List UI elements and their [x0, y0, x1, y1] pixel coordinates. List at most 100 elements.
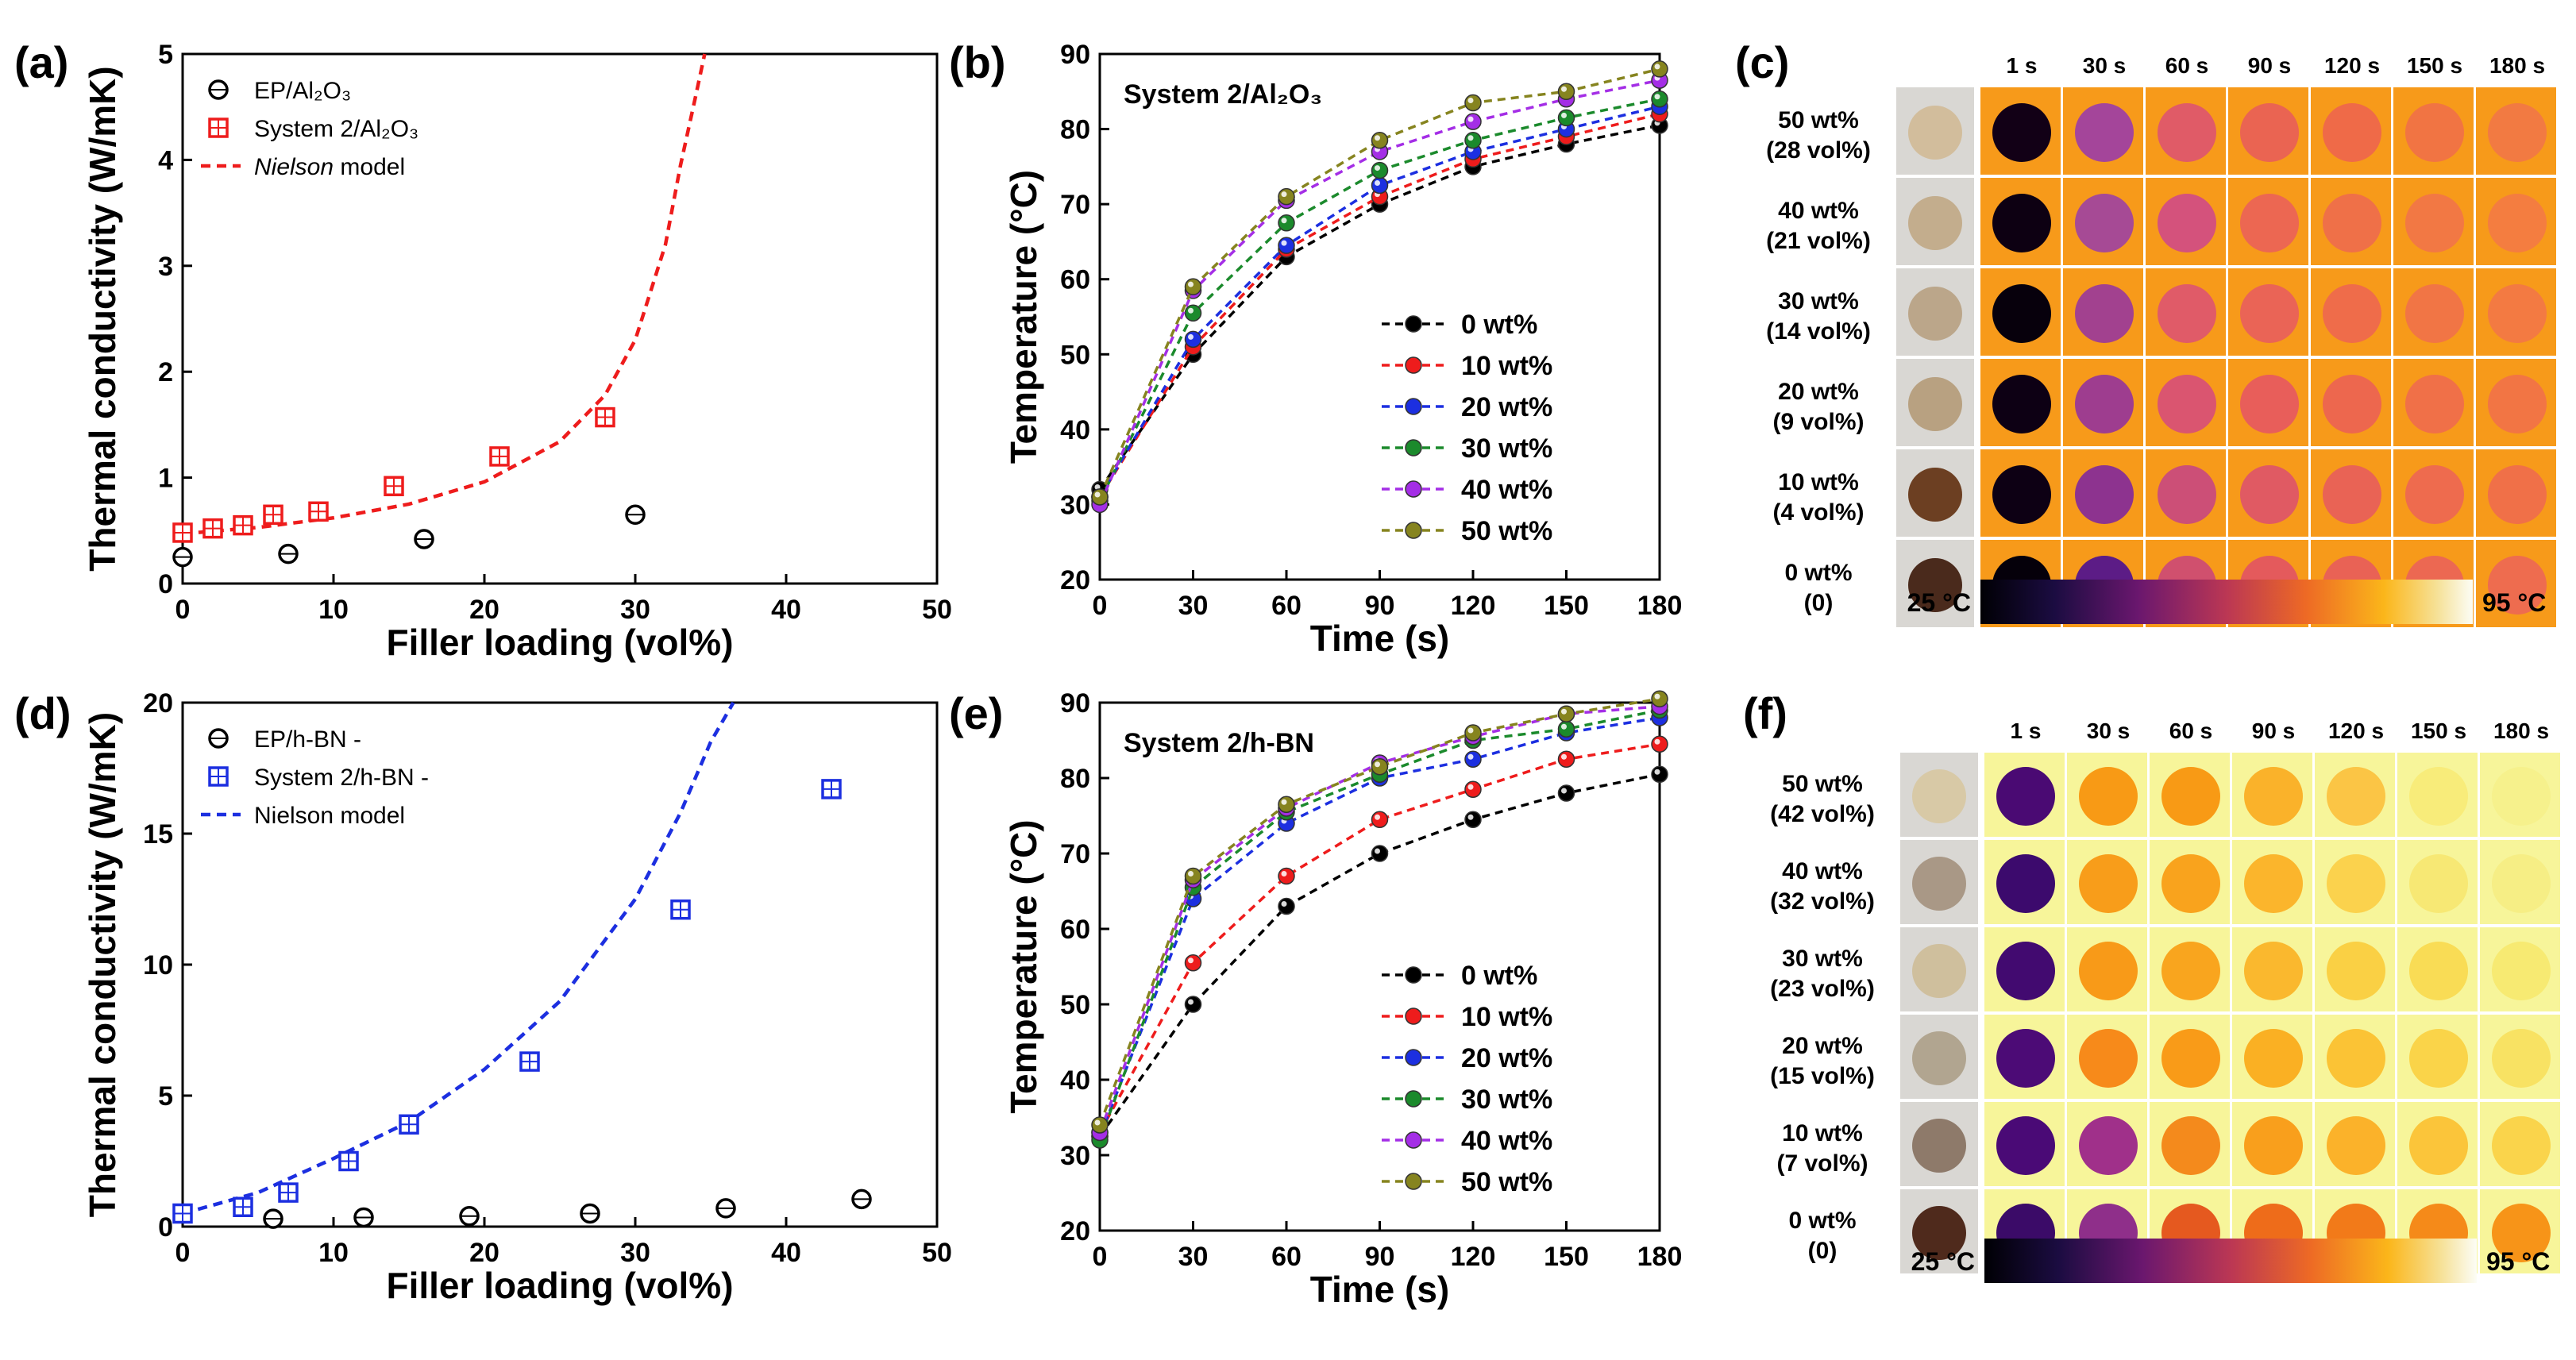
legend-dot-e [1405, 1090, 1422, 1108]
panel-label-c: (c) [1735, 37, 1789, 87]
y-tick-label-e: 30 [1060, 1141, 1090, 1171]
data-point-highlight-b [1281, 191, 1287, 198]
data-point-highlight-e [1375, 761, 1380, 768]
y-tick-label-b: 20 [1060, 565, 1090, 595]
legend-dot-b [1405, 522, 1422, 539]
color-scale-bar-c [1980, 580, 2473, 624]
thermal-image-grid-c: 1 s 30 s 60 s 90 s 120 s 150 s 180 s 50 wt% (28 … [1766, 53, 2556, 627]
sample-disk-f [1912, 1031, 1966, 1085]
x-tick-label-b: 90 [1365, 591, 1395, 621]
data-point-highlight-b [1654, 94, 1660, 100]
sample-disk-c [1908, 196, 1962, 250]
data-point-b [1184, 304, 1202, 322]
thermal-spot-f [2409, 1116, 2468, 1175]
x-tick-label-e: 60 [1271, 1242, 1301, 1272]
y-tick-label-d: 5 [158, 1081, 173, 1112]
color-scale-min-c: 25 °C [1907, 588, 1971, 617]
thermal-spot-f [1996, 1029, 2055, 1088]
data-point-highlight-e [1188, 871, 1194, 876]
data-point-b [1278, 187, 1295, 206]
data-point-e [1278, 796, 1295, 813]
y-tick-label-e: 60 [1060, 915, 1090, 945]
sample-disk-c [1908, 558, 1962, 612]
thermal-spot-c [2488, 103, 2547, 162]
x-tick-label-b: 120 [1451, 591, 1496, 621]
sample-disk-f [1912, 944, 1966, 998]
row-label-c: 40 wt% [1778, 198, 1859, 224]
row-sublabel-f: (15 vol%) [1770, 1063, 1875, 1089]
thermal-spot-f [2409, 854, 2468, 913]
panel-label-d: (d) [14, 688, 71, 738]
thermal-spot-c [2488, 465, 2547, 524]
data-point-e [1464, 780, 1482, 798]
data-point-highlight-e [1654, 693, 1660, 699]
data-point-highlight-b [1375, 135, 1380, 141]
time-label-c: 90 s [2248, 53, 2292, 78]
x-tick-label-a: 40 [771, 595, 801, 625]
row-label-c: 10 wt% [1778, 469, 1859, 495]
thermal-spot-f [2244, 854, 2303, 913]
y-tick-label-b: 70 [1060, 190, 1090, 220]
data-point-b [1371, 161, 1389, 179]
data-point-e [1184, 996, 1202, 1013]
data-point-b [1464, 94, 1482, 112]
x-tick-label-e: 180 [1637, 1242, 1683, 1272]
data-point-b [1184, 278, 1202, 295]
y-tick-label-d: 15 [143, 819, 173, 850]
time-label-f: 30 s [2087, 719, 2131, 743]
data-point-highlight-e [1561, 788, 1567, 794]
model-curve-d [182, 701, 735, 1216]
y-tick-label-e: 70 [1060, 839, 1090, 869]
thermal-spot-f [2327, 767, 2385, 826]
sample-disk-f [1912, 769, 1966, 823]
time-label-c: 150 s [2407, 53, 2462, 78]
x-tick-label-d: 20 [469, 1238, 499, 1268]
thermal-spot-c [2405, 194, 2464, 252]
color-scale-bar-f [1984, 1239, 2477, 1283]
data-point-highlight-e [1561, 723, 1567, 730]
legend-label-e: 40 wt% [1461, 1126, 1552, 1156]
row-sublabel-c: (9 vol%) [1772, 409, 1864, 435]
x-tick-label-e: 0 [1093, 1242, 1108, 1272]
panel-label-e: (e) [949, 688, 1003, 738]
time-label-c: 180 s [2489, 53, 2545, 78]
x-tick-label-d: 40 [771, 1238, 801, 1268]
data-point-b [1371, 176, 1389, 195]
row-label-f: 20 wt% [1782, 1033, 1863, 1059]
data-point-highlight-b [1561, 112, 1567, 118]
data-point-highlight-e [1281, 901, 1287, 907]
row-sublabel-c: (0) [1804, 590, 1834, 616]
thermal-spot-f [1996, 1116, 2055, 1175]
row-sublabel-f: (7 vol%) [1776, 1150, 1868, 1177]
data-point-highlight-e [1467, 753, 1474, 760]
row-label-f: 50 wt% [1782, 771, 1863, 797]
row-sublabel-f: (42 vol%) [1770, 801, 1875, 827]
sample-disk-c [1908, 287, 1962, 341]
legend-dot-e [1405, 1131, 1422, 1149]
data-point-highlight-e [1654, 769, 1660, 775]
x-tick-label-e: 150 [1544, 1242, 1589, 1272]
thermal-spot-c [2488, 375, 2547, 433]
x-tick-label-a: 10 [318, 595, 349, 625]
y-tick-label-a: 3 [158, 252, 173, 282]
thermal-spot-f [2079, 1116, 2138, 1175]
row-label-c: 30 wt% [1778, 288, 1859, 314]
row-label-f: 40 wt% [1782, 858, 1863, 884]
data-point-e [1557, 784, 1575, 802]
legend-label-d: EP/h-BN - [254, 726, 361, 753]
data-point-highlight-e [1561, 708, 1567, 715]
x-tick-label-a: 20 [469, 595, 499, 625]
time-label-f: 90 s [2252, 719, 2296, 743]
time-label-c: 30 s [2083, 53, 2127, 78]
data-point-highlight-b [1188, 333, 1194, 340]
time-label-c: 1 s [2007, 53, 2038, 78]
series-line-e [1098, 772, 1660, 1138]
data-point-highlight-e [1467, 814, 1474, 820]
data-point-e [1464, 811, 1482, 828]
legend-label-italic-a: Nielson [254, 154, 334, 180]
legend-label-e: 50 wt% [1461, 1167, 1552, 1197]
thermal-spot-c [2158, 375, 2216, 433]
thermal-spot-f [1996, 854, 2055, 913]
legend-dot-e [1405, 1049, 1422, 1066]
data-point-e [1371, 845, 1389, 862]
